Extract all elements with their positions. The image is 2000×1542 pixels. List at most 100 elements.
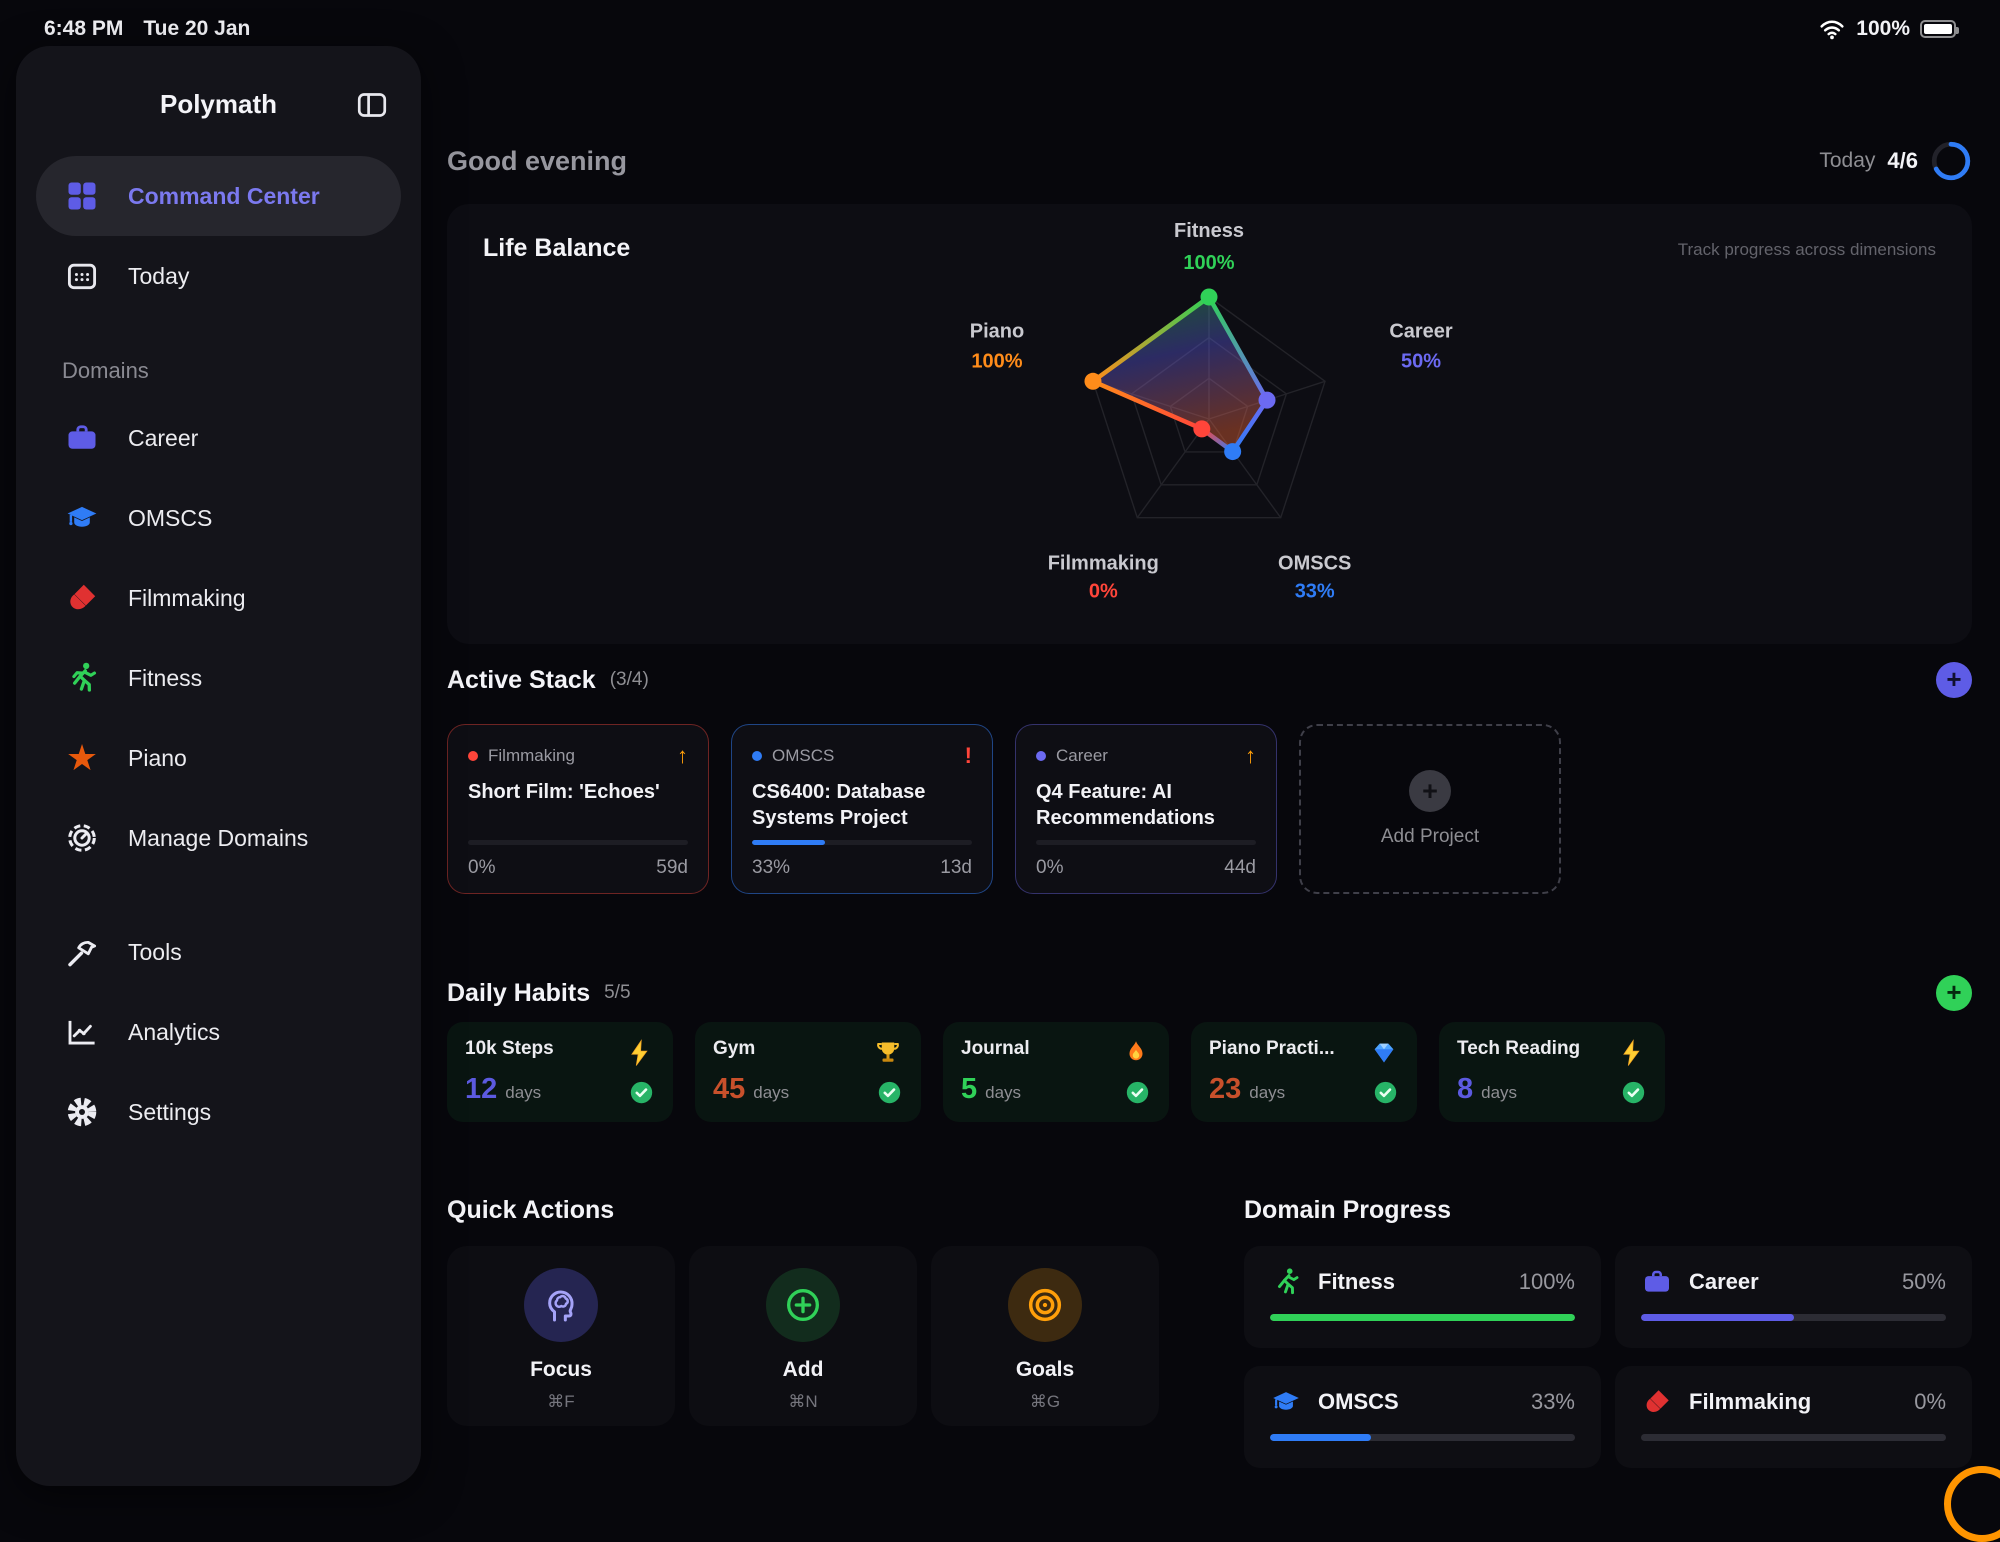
domain-progress-track: [1641, 1434, 1946, 1441]
domain-percent: 0%: [1914, 1389, 1946, 1414]
sidebar-item-label: OMSCS: [128, 504, 213, 531]
gear-dial-icon: [60, 820, 104, 856]
daily-habits-count: 5/5: [604, 982, 631, 1003]
today-count: 4/6: [1887, 148, 1918, 173]
sidebar-item-label: Analytics: [128, 1018, 221, 1045]
habit-name: Tech Reading: [1457, 1038, 1581, 1059]
sidebar-item-today[interactable]: Today: [36, 236, 401, 316]
habit-streak-unit: days: [753, 1083, 790, 1102]
domain-progress-card[interactable]: OMSCS 33%: [1244, 1366, 1601, 1468]
life-balance-card: Life Balance Track progress across dimen…: [447, 204, 1972, 644]
add-project-card[interactable]: + Add Project: [1299, 724, 1561, 894]
hammer-icon: [60, 934, 104, 970]
habit-card[interactable]: Tech Reading 8 days: [1439, 1022, 1665, 1122]
sidebar-item-analytics[interactable]: Analytics: [36, 992, 401, 1072]
plus-circle-icon: [766, 1268, 840, 1342]
sidebar-item-omscs[interactable]: OMSCS: [36, 478, 401, 558]
habit-name: Gym: [713, 1038, 756, 1059]
app-title: Polymath: [159, 88, 278, 119]
briefcase-icon: [1641, 1266, 1673, 1298]
project-card[interactable]: Filmmaking ↑ Short Film: 'Echoes' 0% 59d: [447, 724, 709, 894]
sidebar-item-tools[interactable]: Tools: [36, 912, 401, 992]
sidebar-item-piano[interactable]: ★ Piano: [36, 718, 401, 798]
sidebar-item-command-center[interactable]: Command Center: [36, 156, 401, 236]
domain-name: OMSCS: [1318, 1389, 1399, 1414]
svg-text:Fitness: Fitness: [1174, 220, 1244, 242]
domain-progress-card[interactable]: Filmmaking 0%: [1615, 1366, 1972, 1468]
alert-icon: !: [964, 743, 972, 768]
quick-action-goals[interactable]: Goals ⌘G: [931, 1246, 1159, 1426]
project-progress-track: [752, 840, 972, 845]
project-domain: Filmmaking: [488, 746, 575, 765]
status-bar: 6:48 PM Tue 20 Jan 100%: [0, 0, 2000, 52]
project-title: CS6400: Database Systems Project: [752, 781, 926, 829]
check-circle-icon[interactable]: [1124, 1079, 1151, 1106]
gear-icon: [60, 1094, 104, 1130]
clock-date: Tue 20 Jan: [143, 17, 251, 40]
sidebar-item-label: Settings: [128, 1098, 212, 1125]
sidebar-item-label: Today: [128, 262, 190, 289]
habit-streak-count: 23: [1209, 1073, 1242, 1105]
add-habit-button[interactable]: +: [1936, 975, 1972, 1011]
domain-progress-fill: [1270, 1434, 1371, 1441]
habit-card[interactable]: Gym 45 days: [695, 1022, 921, 1122]
project-domain: Career: [1056, 746, 1108, 765]
quick-action-focus[interactable]: Focus ⌘F: [447, 1246, 675, 1426]
project-domain: OMSCS: [772, 746, 835, 765]
project-card[interactable]: Career ↑ Q4 Feature: AI Recommendations …: [1015, 724, 1277, 894]
domain-progress-card[interactable]: Fitness 100%: [1244, 1246, 1601, 1348]
wifi-icon: [1818, 18, 1846, 40]
quick-action-shortcut: ⌘G: [1029, 1392, 1061, 1411]
check-circle-icon[interactable]: [1620, 1079, 1647, 1106]
habit-streak-unit: days: [505, 1083, 542, 1102]
sidebar-item-manage-domains[interactable]: Manage Domains: [36, 798, 401, 878]
lightning-icon: [1617, 1038, 1647, 1072]
quick-action-shortcut: ⌘N: [788, 1392, 818, 1411]
habit-streak-count: 45: [713, 1073, 746, 1105]
grid-icon: [60, 178, 104, 214]
sidebar-item-label: Filmmaking: [128, 584, 246, 611]
diamond-icon: [1369, 1038, 1399, 1072]
sidebar-item-fitness[interactable]: Fitness: [36, 638, 401, 718]
chart-line-icon: [60, 1014, 104, 1050]
habit-card[interactable]: Piano Practi... 23 days: [1191, 1022, 1417, 1122]
today-progress: Today 4/6: [1819, 140, 1972, 182]
sidebar-toggle-icon[interactable]: [353, 86, 391, 124]
project-days-left: 44d: [1224, 857, 1256, 878]
domain-percent: 100%: [1518, 1269, 1575, 1294]
sidebar-item-filmmaking[interactable]: Filmmaking: [36, 558, 401, 638]
check-circle-icon[interactable]: [876, 1079, 903, 1106]
add-project-button[interactable]: +: [1936, 662, 1972, 698]
quick-action-add[interactable]: Add ⌘N: [689, 1246, 917, 1426]
check-circle-icon[interactable]: [1372, 1079, 1399, 1106]
sidebar-item-career[interactable]: Career: [36, 398, 401, 478]
domain-name: Career: [1689, 1269, 1759, 1294]
project-percent: 0%: [1036, 857, 1064, 878]
domain-progress-title: Domain Progress: [1244, 1196, 1452, 1224]
svg-text:Piano: Piano: [970, 320, 1024, 342]
habit-name: Journal: [961, 1038, 1030, 1059]
habit-card[interactable]: 10k Steps 12 days: [447, 1022, 673, 1122]
project-days-left: 59d: [656, 857, 688, 878]
project-progress-track: [1036, 840, 1256, 845]
domain-progress-card[interactable]: Career 50%: [1615, 1246, 1972, 1348]
habit-streak-count: 8: [1457, 1073, 1474, 1105]
domain-dot: [1036, 751, 1046, 761]
domain-percent: 33%: [1530, 1389, 1575, 1414]
domain-progress-track: [1641, 1314, 1946, 1321]
sidebar-nav: Command Center Today Domains Career: [36, 156, 401, 1152]
priority-up-icon: ↑: [1245, 743, 1256, 768]
habit-name: 10k Steps: [465, 1038, 554, 1059]
project-card[interactable]: OMSCS ! CS6400: Database Systems Project…: [731, 724, 993, 894]
habit-streak-unit: days: [1481, 1083, 1518, 1102]
check-circle-icon[interactable]: [628, 1079, 655, 1106]
greeting-text: Good evening: [447, 145, 628, 176]
domain-name: Filmmaking: [1689, 1389, 1812, 1414]
star-icon: ★: [65, 737, 99, 778]
habit-card[interactable]: Journal 5 days: [943, 1022, 1169, 1122]
quick-action-label: Add: [782, 1358, 824, 1381]
habit-streak-count: 5: [961, 1073, 978, 1105]
sidebar-item-settings[interactable]: Settings: [36, 1072, 401, 1152]
daily-habits-title: Daily Habits: [447, 978, 591, 1007]
domain-progress-fill: [1270, 1314, 1575, 1321]
